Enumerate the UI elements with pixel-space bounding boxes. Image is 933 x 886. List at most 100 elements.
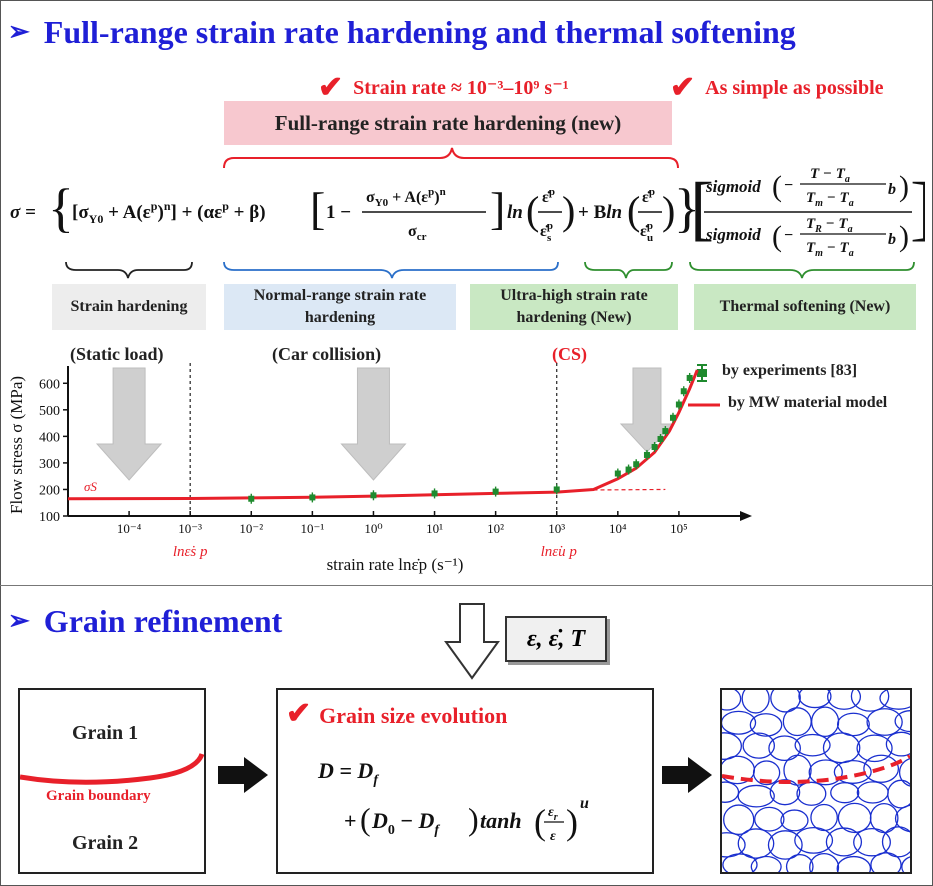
svg-text:(: ( bbox=[526, 188, 539, 233]
experiment-marker bbox=[675, 401, 682, 408]
svg-text:): ) bbox=[566, 802, 578, 842]
grain-cell bbox=[770, 690, 801, 713]
eps-u-label: lnε̇u p bbox=[541, 544, 578, 560]
experiment-marker bbox=[431, 490, 438, 497]
full-range-label: Full-range strain rate hardening (new) bbox=[224, 101, 672, 145]
svg-text:(: ( bbox=[360, 801, 371, 837]
svg-text:ε̇p: ε̇p bbox=[542, 186, 555, 206]
experiment-marker bbox=[553, 486, 560, 493]
grain-cell bbox=[853, 827, 891, 857]
grain-boundary-curve bbox=[20, 752, 204, 785]
grain-cell bbox=[785, 853, 814, 872]
model-curve bbox=[67, 369, 699, 501]
grain-cell bbox=[887, 779, 910, 809]
experiment-marker bbox=[643, 451, 650, 458]
x-tick-label: 10¹ bbox=[426, 521, 443, 536]
eq-lhs: σ = bbox=[10, 202, 36, 223]
grain-size-equation: D = Df + ( D0 − Df ) tanh ( εr ε ) u bbox=[317, 758, 589, 844]
experiment-point bbox=[492, 486, 499, 497]
x-tick-label: 10⁻⁴ bbox=[117, 521, 142, 536]
svg-text:ε: ε bbox=[550, 829, 556, 844]
y-tick-label: 200 bbox=[39, 483, 60, 498]
grain1-label: Grain 1 bbox=[72, 722, 139, 744]
grain2-label: Grain 2 bbox=[72, 832, 139, 854]
svg-text:Tm − Ta: Tm − Ta bbox=[806, 190, 854, 209]
legend-experiment-marker bbox=[697, 364, 707, 382]
svg-text:(: ( bbox=[534, 802, 546, 842]
grain-cell bbox=[737, 828, 775, 859]
grain-cell bbox=[722, 781, 740, 803]
legend-model-line bbox=[688, 403, 720, 407]
grain-cell bbox=[780, 809, 809, 832]
check-strain-rate-text: Strain rate ≈ 10⁻³–10⁹ s⁻¹ bbox=[353, 77, 569, 99]
grain-cell bbox=[898, 758, 910, 787]
grain-cell bbox=[894, 804, 910, 833]
grain-cell bbox=[794, 826, 834, 854]
evolution-panel: ✔ Grain size evolution D = Df + ( D0 − Df… bbox=[276, 688, 654, 874]
grain-cell bbox=[827, 690, 862, 710]
svg-text:1 −: 1 − bbox=[326, 202, 351, 223]
x-axis-label: strain rate lnε̇p (s⁻¹) bbox=[327, 555, 464, 574]
experiment-point bbox=[633, 459, 640, 470]
eq-right-brace: } bbox=[674, 178, 700, 238]
grain-cell bbox=[782, 707, 812, 737]
section2-title: ➢ Grain refinement bbox=[8, 603, 282, 640]
grain-cell bbox=[767, 830, 803, 860]
right-arrow-icon bbox=[218, 757, 268, 793]
x-tick-label: 10³ bbox=[548, 521, 565, 536]
experiment-marker bbox=[657, 436, 664, 443]
under-braces bbox=[65, 261, 915, 279]
svg-text:−: − bbox=[784, 177, 793, 194]
grain-cell bbox=[894, 710, 910, 733]
red-brace bbox=[223, 147, 679, 169]
grain-boundary-label: Grain boundary bbox=[46, 788, 151, 804]
grain-cell bbox=[750, 855, 782, 872]
section1-title: ➢ Full-range strain rate hardening and th… bbox=[8, 14, 796, 51]
svg-text:εr: εr bbox=[548, 805, 558, 823]
grain-cell bbox=[742, 732, 776, 759]
svg-text:+: + bbox=[344, 808, 357, 833]
experiment-marker bbox=[633, 461, 640, 468]
box-strain-hardening: Strain hardening bbox=[52, 284, 206, 330]
grain-cell bbox=[856, 734, 893, 763]
svg-text:ε̇ps: ε̇p s bbox=[540, 220, 553, 244]
experiment-point bbox=[686, 372, 693, 383]
grain-cell bbox=[768, 735, 801, 762]
grain-cell bbox=[794, 733, 831, 757]
grain-cell bbox=[749, 713, 783, 737]
svg-text:T − Ta: T − Ta bbox=[810, 166, 850, 185]
x-tick-label: 10⁻² bbox=[239, 521, 263, 536]
svg-text:]: ] bbox=[490, 183, 505, 234]
svg-text:D0 − Df: D0 − Df bbox=[371, 808, 440, 838]
y-tick-label: 300 bbox=[39, 457, 60, 472]
x-tick-label: 10⁴ bbox=[609, 521, 627, 536]
x-tick-label: 10² bbox=[487, 521, 504, 536]
grain-cell bbox=[722, 832, 746, 858]
legend-experiments: by experiments [83] bbox=[722, 362, 858, 379]
right-arrow-icon-2 bbox=[662, 757, 712, 793]
sigmoid-top: sigmoid bbox=[705, 177, 761, 196]
box-ultra-high: Ultra-high strain rate hardening (New) bbox=[470, 284, 678, 330]
model-extrapolation bbox=[593, 488, 666, 491]
cs-label: (CS) bbox=[552, 344, 588, 364]
experiment-marker bbox=[370, 492, 377, 499]
checkmark-icon: ✔ bbox=[318, 71, 344, 104]
grain-cell bbox=[741, 690, 770, 714]
svg-text:b: b bbox=[888, 181, 896, 198]
y-tick-label: 400 bbox=[39, 430, 60, 445]
y-tick-label: 100 bbox=[39, 510, 60, 525]
grain-cell bbox=[810, 706, 840, 738]
experiment-point bbox=[669, 412, 676, 423]
gray-down-arrow-icon bbox=[340, 367, 407, 481]
box-thermal-softening: Thermal softening (New) bbox=[694, 284, 916, 330]
section1-title-text: Full-range strain rate hardening and the… bbox=[43, 14, 796, 50]
svg-text:D = Df: D = Df bbox=[317, 758, 379, 788]
svg-text:[: [ bbox=[690, 168, 714, 248]
svg-text:(: ( bbox=[772, 220, 782, 253]
box-normal-range: Normal-range strain rate hardening bbox=[224, 284, 456, 330]
variables-box: ε, ε̇, T bbox=[505, 616, 607, 662]
checkmark-icon: ✔ bbox=[670, 71, 696, 104]
triangle-bullet-icon: ➢ bbox=[8, 17, 30, 46]
grain-cell bbox=[850, 690, 890, 712]
experiment-point bbox=[643, 449, 650, 460]
